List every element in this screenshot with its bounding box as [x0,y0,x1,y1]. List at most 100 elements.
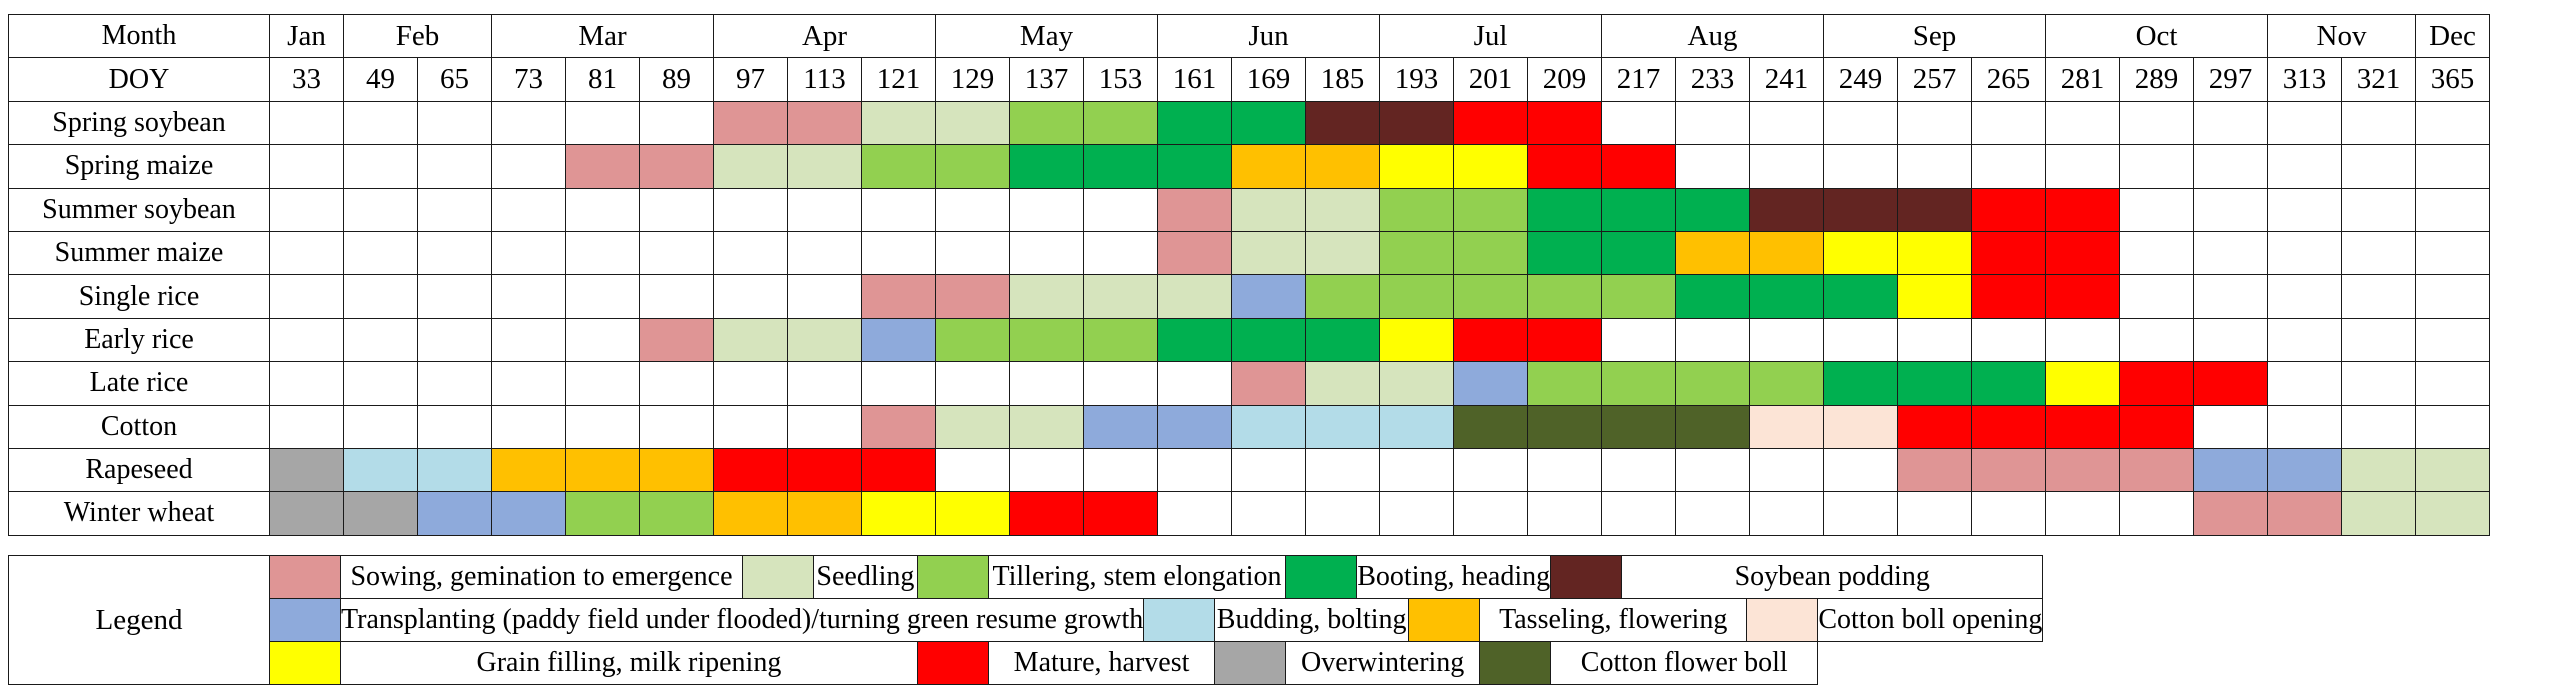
doy-value: 49 [343,57,418,102]
stage-cell [1157,100,1232,146]
stage-cell [935,317,1010,363]
legend-swatch [1214,641,1287,685]
stage-cell [1971,187,2046,232]
stage-cell [343,361,418,406]
stage-cell [1231,274,1306,319]
crop-row: Late rice [8,361,2490,406]
stage-cell [1305,491,1380,536]
stage-cell [1823,491,1898,536]
stage-cell [343,447,418,493]
stage-cell [1897,361,1972,406]
stage-cell [1897,317,1972,363]
stage-cell [1083,187,1158,232]
stage-cell [1083,447,1158,493]
legend-label: Mature, harvest [987,641,1216,685]
legend-label: Cotton boll opening [1817,598,2044,642]
stage-cell [1305,404,1380,449]
legend-label: Tasseling, flowering [1479,598,1748,642]
stage-cell [2341,100,2416,146]
crop-row: Summer soybean [8,187,2490,232]
legend-label: Seedling [812,555,918,599]
stage-cell [1379,144,1454,189]
stage-cell [343,274,418,319]
doy-value: 65 [417,57,492,102]
stage-cell [2119,100,2194,146]
stage-cell [713,361,788,406]
crop-row: Single rice [8,274,2490,319]
stage-cell [1083,100,1158,146]
stage-cell [713,274,788,319]
doy-value: 241 [1749,57,1824,102]
stage-cell [1009,144,1084,189]
stage-cell [269,491,344,536]
stage-cell [935,274,1010,319]
stage-cell [417,187,492,232]
stage-cell [1157,491,1232,536]
stage-cell [1823,274,1898,319]
stage-cell [2341,491,2416,536]
stage-cell [1009,491,1084,536]
stage-cell [2193,361,2268,406]
stage-cell [1749,404,1824,449]
stage-cell [935,404,1010,449]
stage-cell [2415,144,2490,189]
stage-cell [1231,187,1306,232]
stage-cell [565,187,640,232]
stage-cell [1897,187,1972,232]
stage-cell [1897,230,1972,276]
stage-cell [565,491,640,536]
stage-cell [2045,144,2120,189]
stage-cell [1453,144,1528,189]
stage-cell [2193,100,2268,146]
stage-cell [2193,491,2268,536]
stage-cell [417,404,492,449]
crop-row: Spring maize [8,144,2490,189]
crop-name: Summer soybean [8,187,270,232]
stage-cell [713,404,788,449]
stage-cell [1749,447,1824,493]
stage-cell [1231,317,1306,363]
doy-value: 365 [2415,57,2490,102]
doy-value: 81 [565,57,640,102]
legend-label: Overwintering [1285,641,1481,685]
stage-cell [1675,230,1750,276]
stage-cell [1231,491,1306,536]
doy-value: 321 [2341,57,2416,102]
stage-cell [1305,361,1380,406]
stage-cell [1823,100,1898,146]
legend-swatch [1285,555,1358,599]
stage-cell [1157,361,1232,406]
legend-label: Transplanting (paddy field under flooded… [339,598,1145,642]
stage-cell [861,230,936,276]
stage-cell [639,230,714,276]
stage-cell [1601,404,1676,449]
doy-value: 281 [2045,57,2120,102]
legend-label: Soybean podding [1621,555,2044,599]
doy-value: 289 [2119,57,2194,102]
stage-cell [2045,230,2120,276]
stage-cell [639,144,714,189]
stage-cell [1527,274,1602,319]
stage-cell [1823,317,1898,363]
stage-cell [1231,144,1306,189]
stage-cell [1971,491,2046,536]
doy-value: 121 [861,57,936,102]
stage-cell [2119,404,2194,449]
doy-value: 129 [935,57,1010,102]
crop-row: Summer maize [8,230,2490,276]
stage-cell [639,317,714,363]
stage-cell [2045,404,2120,449]
stage-cell [935,144,1010,189]
crop-row: Cotton [8,404,2490,449]
stage-cell [565,230,640,276]
stage-cell [1379,491,1454,536]
stage-cell [269,230,344,276]
month-label: Mar [491,13,714,59]
stage-cell [2045,274,2120,319]
stage-cell [2045,447,2120,493]
stage-cell [491,274,566,319]
stage-cell [787,361,862,406]
legend-label: Cotton flower boll [1550,641,1819,685]
stage-cell [491,491,566,536]
stage-cell [2341,361,2416,406]
